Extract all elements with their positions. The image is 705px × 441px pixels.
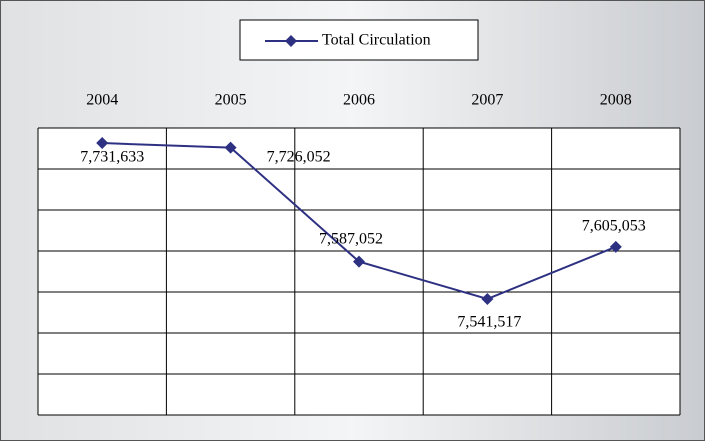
data-label: 7,731,633 (80, 149, 144, 166)
data-label: 7,587,052 (319, 230, 383, 247)
x-tick-label: 2008 (600, 92, 632, 109)
legend-marker (285, 35, 297, 47)
point-marker (609, 240, 622, 253)
x-tick-label: 2006 (343, 92, 375, 109)
x-tick-label: 2004 (86, 92, 118, 109)
point-marker (224, 141, 237, 154)
data-label: 7,541,517 (457, 314, 521, 331)
legend-label: Total Circulation (322, 32, 431, 49)
point-marker (96, 137, 109, 150)
x-tick-label: 2007 (471, 92, 503, 109)
x-tick-label: 2005 (215, 92, 247, 109)
data-label: 7,726,052 (267, 148, 331, 165)
point-marker (481, 292, 494, 305)
point-marker (353, 255, 365, 268)
plot-area (38, 128, 680, 415)
data-label: 7,605,053 (582, 218, 646, 235)
